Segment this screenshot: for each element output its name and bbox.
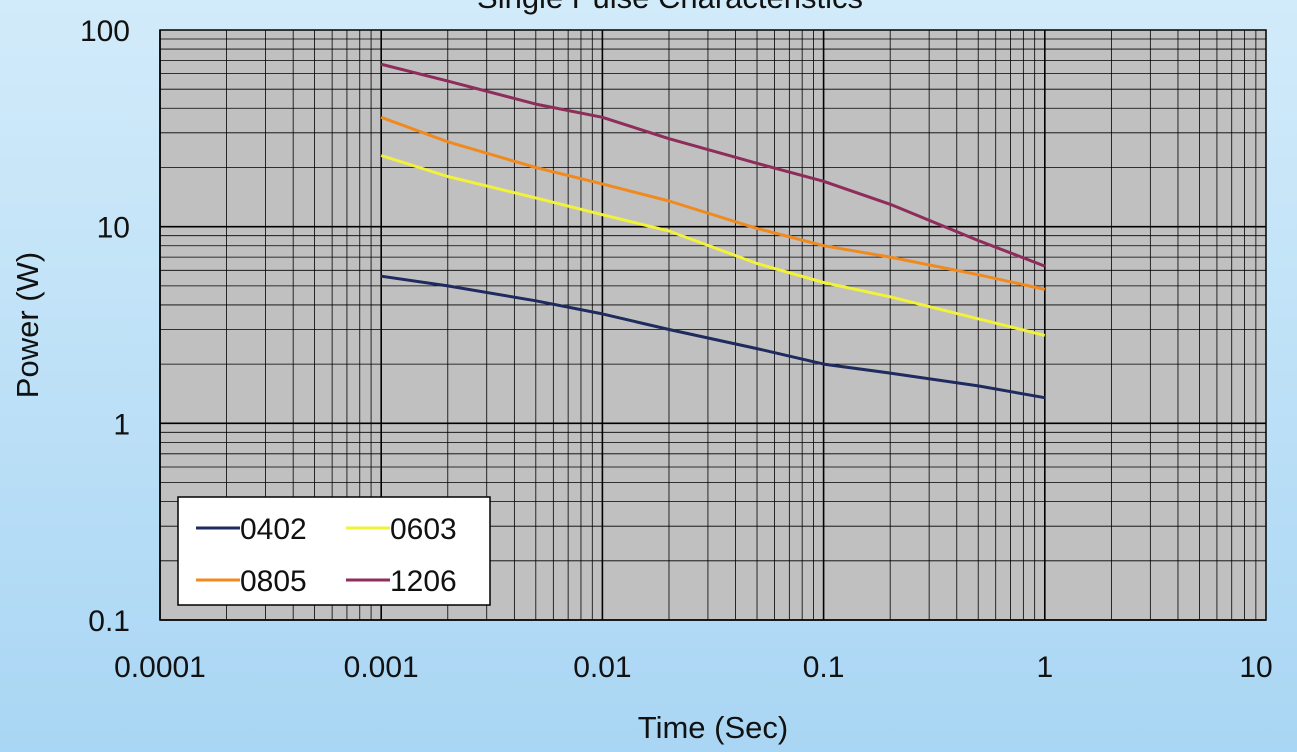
x-tick-label: 0.0001: [114, 651, 206, 684]
y-axis-title: Power (W): [10, 252, 45, 398]
legend-box: [177, 496, 491, 606]
series-line-0603: [380, 154, 1046, 337]
y-tick-label: 10: [97, 212, 130, 245]
x-tick-label: 0.01: [573, 651, 631, 684]
y-tick-label: 1: [113, 408, 130, 441]
legend-label: 0603: [390, 513, 457, 546]
x-tick-label: 0.1: [803, 651, 845, 684]
series-line-0402: [380, 274, 1046, 400]
y-tick-label: 0.1: [88, 605, 130, 638]
series-layer: [380, 62, 1046, 400]
tick-labels: 0.0001 0.001 0.01 0.1 1 10 0.1 1 10 100: [80, 15, 1273, 684]
series-line-0805: [380, 115, 1046, 291]
legend-label: 0805: [240, 565, 307, 598]
legend-label: 0402: [240, 513, 307, 546]
series-line-1206: [380, 62, 1046, 268]
legend-label: 1206: [390, 565, 457, 598]
x-tick-label: 1: [1036, 651, 1053, 684]
legend: 0402 0603 0805 1206: [177, 496, 491, 606]
x-tick-label: 10: [1239, 651, 1272, 684]
y-tick-label: 100: [80, 15, 130, 48]
x-tick-label: 0.001: [344, 651, 419, 684]
chart-title: Single Pulse Characteristics: [477, 0, 863, 15]
x-axis-title: Time (Sec): [638, 710, 788, 745]
